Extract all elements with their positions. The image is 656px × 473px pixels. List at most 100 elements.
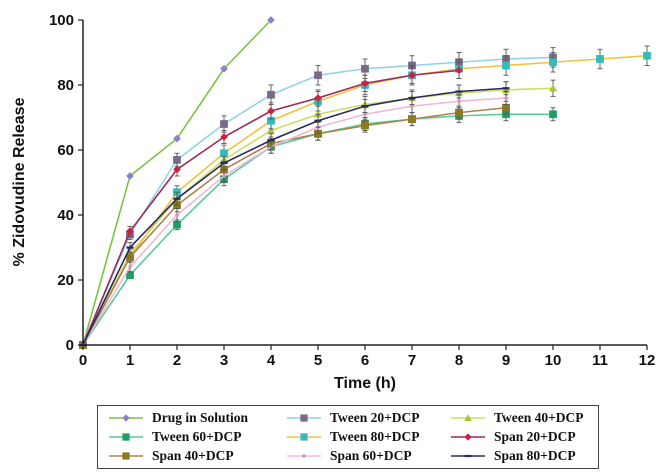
data-point-span-40-dcp	[455, 108, 463, 117]
data-point-drug-in-solution	[220, 64, 228, 73]
legend: Drug in Solution Tween 20+DCP Tween 40+DCP…	[97, 405, 599, 469]
data-point-span-20-dcp	[361, 79, 369, 88]
legend-swatch-tween-20-dcp	[287, 414, 321, 422]
legend-swatch-span-60-dcp	[287, 454, 321, 458]
data-point-span-20-dcp	[126, 227, 134, 236]
x-tick-label: 6	[361, 352, 369, 369]
data-point-tween-40-dcp	[548, 84, 558, 92]
legend-label: Tween 20+DCP	[330, 410, 420, 425]
data-point-span-80-dcp	[408, 96, 416, 100]
series-drug-in-solution	[79, 16, 275, 349]
legend-label: Drug in Solution	[152, 410, 249, 425]
x-tick-label: 3	[220, 352, 228, 369]
series-line-tween-60-dcp	[82, 113, 553, 346]
data-point-tween-80-dcp	[549, 58, 557, 67]
data-point-span-20-dcp	[455, 66, 463, 75]
y-tick-label: 40	[57, 207, 74, 224]
legend-label: Span 20+DCP	[494, 429, 576, 444]
x-tick-label: 11	[592, 352, 608, 369]
data-point-span-80-dcp	[502, 87, 510, 90]
data-point-tween-80-dcp	[596, 55, 604, 63]
series-layer	[78, 16, 651, 349]
data-point-tween-20-dcp	[314, 71, 322, 80]
y-tick-label: 0	[66, 337, 74, 354]
legend-marker-span-60-dcp	[302, 454, 306, 458]
x-tick-label: 8	[455, 352, 463, 369]
data-point-drug-in-solution	[267, 16, 275, 24]
data-point-span-40-dcp	[126, 253, 134, 262]
legend-marker-tween-60-dcp	[122, 433, 130, 441]
data-point-tween-20-dcp	[267, 90, 275, 99]
data-point-span-80-dcp	[267, 139, 275, 142]
legend-swatch-span-20-dcp	[451, 433, 485, 441]
data-point-span-60-dcp	[363, 112, 367, 117]
legend-label: Tween 80+DCP	[330, 429, 420, 444]
legend-item-span-40-dcp: Span 40+DCP	[108, 447, 234, 465]
data-point-tween-60-dcp	[549, 110, 557, 119]
legend-item-tween-60-dcp: Tween 60+DCP	[108, 428, 242, 446]
legend-item-span-60-dcp: Span 60+DCP	[286, 447, 412, 465]
legend-label: Span 60+DCP	[330, 448, 412, 463]
y-tick-label: 60	[57, 142, 74, 159]
data-point-span-80-dcp	[126, 246, 134, 249]
legend-marker-drug-in-solution	[122, 414, 130, 422]
legend-swatch-tween-40-dcp	[451, 414, 485, 421]
legend-item-span-80-dcp: Span 80+DCP	[450, 447, 576, 465]
series-line-span-80-dcp	[82, 87, 507, 346]
legend-item-tween-80-dcp: Tween 80+DCP	[286, 428, 420, 446]
x-tick-label: 4	[267, 352, 276, 369]
data-point-span-60-dcp	[504, 96, 508, 100]
x-tick-label: 2	[173, 352, 181, 369]
data-point-span-80-dcp	[455, 90, 463, 93]
data-point-span-40-dcp	[408, 115, 416, 123]
data-point-tween-80-dcp	[643, 51, 651, 60]
data-point-drug-in-solution	[173, 134, 181, 143]
legend-item-tween-40-dcp: Tween 40+DCP	[450, 409, 584, 427]
legend-marker-tween-20-dcp	[300, 414, 308, 422]
data-point-span-20-dcp	[408, 71, 416, 80]
data-point-span-80-dcp	[361, 105, 369, 108]
y-tick-label: 80	[57, 77, 74, 94]
data-point-span-40-dcp	[361, 121, 369, 130]
x-tick-label: 10	[545, 352, 562, 369]
data-point-span-60-dcp	[128, 265, 132, 269]
legend-item-tween-20-dcp: Tween 20+DCP	[286, 409, 420, 427]
series-line-span-60-dcp	[82, 97, 507, 346]
data-point-span-60-dcp	[175, 213, 179, 217]
x-tick-label: 12	[639, 352, 656, 369]
series-span-80-dcp	[79, 81, 510, 347]
legend-swatch-tween-60-dcp	[109, 433, 143, 441]
data-point-span-80-dcp	[220, 161, 228, 165]
y-axis-title: % Zidovudine Release	[11, 97, 28, 266]
x-tick-label: 5	[314, 352, 322, 369]
data-point-drug-in-solution	[126, 172, 134, 180]
data-point-span-20-dcp	[220, 133, 228, 141]
legend-item-drug-in-solution: Drug in Solution	[108, 409, 248, 427]
data-point-span-20-dcp	[314, 94, 322, 102]
data-point-span-20-dcp	[173, 165, 181, 174]
data-point-tween-20-dcp	[220, 120, 228, 128]
legend-label: Tween 40+DCP	[494, 410, 584, 425]
series-span-40-dcp	[79, 100, 510, 349]
series-line-drug-in-solution	[82, 19, 272, 346]
x-tick-label: 0	[79, 352, 87, 369]
data-point-span-20-dcp	[267, 107, 275, 115]
data-point-tween-80-dcp	[220, 149, 228, 158]
x-tick-label: 7	[408, 352, 416, 369]
data-point-tween-60-dcp	[173, 220, 181, 229]
legend-marker-tween-40-dcp	[464, 414, 472, 421]
data-point-span-60-dcp	[410, 104, 414, 108]
x-axis-title: Time (h)	[334, 375, 396, 392]
data-point-span-80-dcp	[314, 119, 322, 122]
legend-swatch-drug-in-solution	[109, 414, 143, 422]
legend-swatch-span-80-dcp	[451, 454, 485, 458]
legend-marker-span-20-dcp	[464, 433, 472, 441]
legend-marker-span-40-dcp	[122, 452, 130, 460]
data-point-span-80-dcp	[173, 197, 181, 200]
data-point-span-60-dcp	[457, 99, 461, 104]
legend-marker-span-80-dcp	[464, 454, 472, 458]
legend-marker-tween-80-dcp	[300, 433, 308, 441]
data-point-span-60-dcp	[222, 174, 226, 178]
